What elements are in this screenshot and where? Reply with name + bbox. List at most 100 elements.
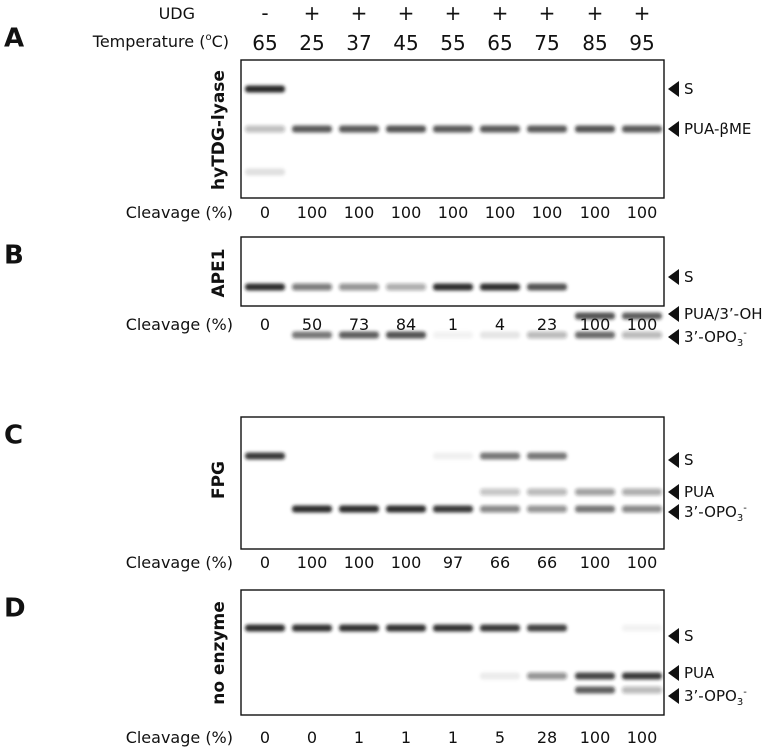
band-marker-label-part: PUA bbox=[684, 483, 715, 501]
band-marker-label-part: PUA bbox=[684, 664, 715, 682]
temperature-value: 25 bbox=[299, 31, 324, 55]
gel-band bbox=[433, 624, 473, 632]
cleavage-value: 28 bbox=[537, 728, 557, 747]
gel-bands bbox=[245, 85, 662, 176]
gel-band bbox=[575, 312, 615, 320]
gel-band bbox=[386, 283, 426, 291]
cleavage-value: 1 bbox=[448, 315, 458, 334]
gel-bands bbox=[245, 624, 662, 694]
gel-band bbox=[575, 672, 615, 680]
gel-band bbox=[433, 125, 473, 133]
temperature-unit-degree: o bbox=[205, 32, 211, 43]
gel-band bbox=[527, 452, 567, 460]
cleavage-value: 100 bbox=[438, 203, 469, 222]
gel-band bbox=[622, 488, 662, 496]
band-marker-arrow-icon bbox=[668, 121, 679, 137]
cleavage-value: 97 bbox=[443, 553, 463, 572]
panel-letter: C bbox=[4, 420, 23, 450]
band-marker-arrow-icon bbox=[668, 688, 679, 704]
gel-band bbox=[339, 283, 379, 291]
band-marker-arrow-icon bbox=[668, 665, 679, 681]
band-marker-arrow-icon bbox=[668, 628, 679, 644]
gel-band bbox=[622, 125, 662, 133]
band-marker-label-part: - bbox=[743, 503, 747, 514]
temperature-value: 65 bbox=[252, 31, 277, 55]
band-marker-label: 3’-OPO3- bbox=[684, 503, 747, 524]
gel-band bbox=[527, 331, 567, 339]
band-marker-label-part: 3’-OPO bbox=[684, 687, 737, 705]
gel-band bbox=[527, 283, 567, 291]
band-marker-arrow-icon bbox=[668, 504, 679, 520]
udg-sign: + bbox=[539, 1, 556, 25]
cleavage-label: Cleavage (%) bbox=[126, 203, 233, 222]
band-marker-label-part: - bbox=[743, 687, 747, 698]
cleavage-value: 100 bbox=[344, 553, 375, 572]
cleavage-value: 100 bbox=[627, 315, 658, 334]
gel-band bbox=[480, 452, 520, 460]
gel-frame bbox=[240, 589, 665, 716]
gel-band bbox=[245, 283, 285, 291]
temperature-value: 75 bbox=[534, 31, 559, 55]
gel-bands bbox=[245, 452, 662, 513]
gel-band bbox=[622, 672, 662, 680]
udg-sign-row: - + + + + + + + + bbox=[261, 1, 650, 25]
cleavage-value: 100 bbox=[297, 553, 328, 572]
enzyme-label: no enzyme bbox=[209, 601, 229, 705]
band-marker-label-part: 3 bbox=[737, 338, 743, 349]
cleavage-label: Cleavage (%) bbox=[126, 315, 233, 334]
gel-band bbox=[245, 125, 285, 133]
gel-band bbox=[245, 452, 285, 460]
udg-sign: + bbox=[351, 1, 368, 25]
band-marker-label: 3’-OPO3- bbox=[684, 328, 747, 349]
cleavage-value: 4 bbox=[495, 315, 505, 334]
temperature-row: 65 25 37 45 55 65 75 85 95 bbox=[252, 31, 654, 55]
gel-band bbox=[622, 331, 662, 339]
enzyme-label: FPG bbox=[209, 461, 229, 499]
udg-label: UDG bbox=[159, 4, 195, 23]
gel-bands bbox=[245, 283, 662, 339]
band-marker-label-part: S bbox=[684, 627, 694, 645]
enzyme-label: APE1 bbox=[209, 248, 229, 297]
gel-band bbox=[622, 624, 662, 632]
cleavage-value: 100 bbox=[627, 203, 658, 222]
panel-letter: A bbox=[4, 23, 24, 53]
udg-sign: + bbox=[398, 1, 415, 25]
cleavage-value: 100 bbox=[485, 203, 516, 222]
gel-band bbox=[527, 672, 567, 680]
gel-band bbox=[527, 624, 567, 632]
cleavage-value: 5 bbox=[495, 728, 505, 747]
gel-band bbox=[339, 125, 379, 133]
band-marker-label-part: S bbox=[684, 451, 694, 469]
gel-band bbox=[339, 331, 379, 339]
cleavage-value: 100 bbox=[532, 203, 563, 222]
cleavage-value: 0 bbox=[260, 315, 270, 334]
gel-band bbox=[622, 686, 662, 694]
cleavage-value: 0 bbox=[260, 728, 270, 747]
gel-band bbox=[339, 505, 379, 513]
gel-band bbox=[386, 505, 426, 513]
temperature-value: 95 bbox=[629, 31, 654, 55]
temperature-value: 37 bbox=[346, 31, 371, 55]
cleavage-value: 0 bbox=[260, 553, 270, 572]
band-marker-label: S bbox=[684, 80, 694, 98]
cleavage-value: 73 bbox=[349, 315, 369, 334]
gel-band bbox=[292, 125, 332, 133]
gel-band bbox=[386, 331, 426, 339]
cleavage-value: 1 bbox=[448, 728, 458, 747]
band-marker-label-part: 3’-OPO bbox=[684, 328, 737, 346]
udg-sign: + bbox=[304, 1, 321, 25]
temperature-label-text: Temperature ( bbox=[92, 32, 206, 51]
band-marker-label: PUA-βME bbox=[684, 120, 751, 138]
panel-letter: D bbox=[4, 593, 26, 623]
gel-band bbox=[480, 488, 520, 496]
band-marker-label: S bbox=[684, 627, 694, 645]
udg-sign: + bbox=[445, 1, 462, 25]
cleavage-value: 100 bbox=[391, 203, 422, 222]
band-marker-label: PUA/3’-OH bbox=[684, 305, 763, 323]
gel-band bbox=[433, 505, 473, 513]
temperature-value: 65 bbox=[487, 31, 512, 55]
panel-letter: B bbox=[4, 240, 24, 270]
band-marker-arrow-icon bbox=[668, 484, 679, 500]
